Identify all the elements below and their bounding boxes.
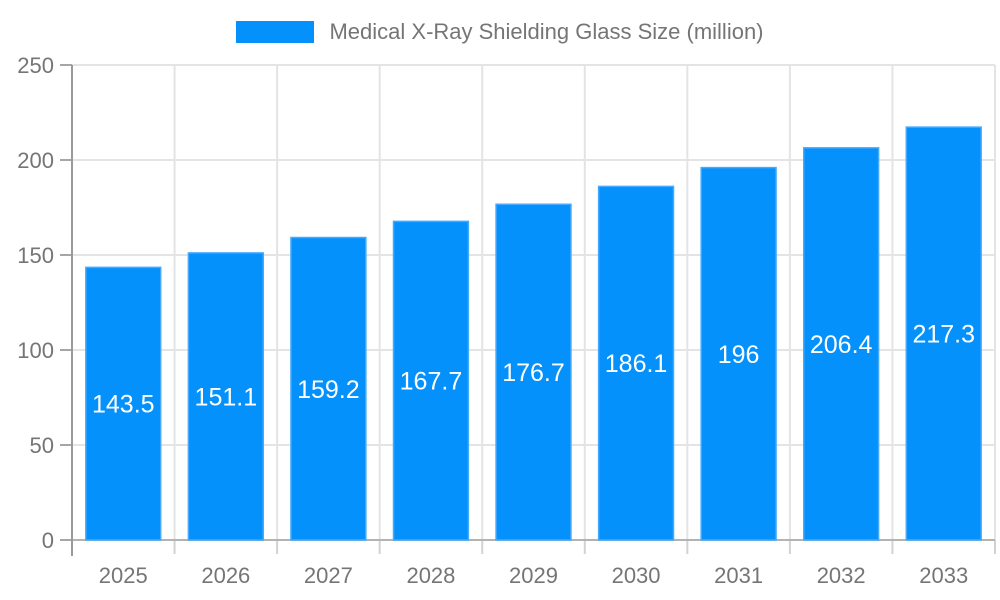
bar-value-label: 176.7 [502, 359, 565, 387]
x-tick-label: 2028 [406, 563, 455, 588]
bar-value-label: 217.3 [912, 321, 975, 349]
bar-2030 [597, 185, 675, 541]
x-tick-label: 2030 [612, 563, 661, 588]
bar-value-label: 159.2 [297, 376, 360, 404]
bar-value-label: 167.7 [400, 368, 463, 396]
x-tick-label: 2027 [304, 563, 353, 588]
x-tick-label: 2033 [919, 563, 968, 588]
legend-label: Medical X-Ray Shielding Glass Size (mill… [329, 19, 764, 44]
bar-value-label: 196 [718, 341, 760, 369]
bar-2031 [700, 166, 777, 541]
y-tick-label: 100 [17, 338, 54, 363]
bar-value-label: 186.1 [605, 350, 668, 378]
bar-2026 [187, 252, 265, 541]
x-tick-label: 2025 [99, 563, 148, 588]
bar-2025 [85, 266, 162, 541]
bar-2028 [392, 220, 470, 541]
y-tick-label: 0 [42, 528, 54, 553]
legend-swatch [236, 21, 315, 43]
y-tick-label: 50 [30, 433, 54, 458]
x-tick-label: 2031 [714, 563, 763, 588]
y-tick-label: 250 [17, 53, 54, 78]
chart-legend[interactable]: Medical X-Ray Shielding Glass Size (mill… [0, 0, 1000, 64]
bar-value-label: 143.5 [92, 391, 155, 419]
bar-value-label: 151.1 [195, 383, 258, 411]
bar-2033 [905, 126, 982, 541]
bar-value-label: 206.4 [810, 331, 873, 359]
y-tick-label: 200 [17, 148, 54, 173]
x-tick-label: 2032 [817, 563, 866, 588]
x-tick-label: 2026 [201, 563, 250, 588]
y-tick-label: 150 [17, 243, 54, 268]
x-tick-label: 2029 [509, 563, 558, 588]
bar-2027 [290, 236, 367, 541]
bar-2032 [802, 147, 880, 541]
bar-2029 [495, 203, 572, 541]
